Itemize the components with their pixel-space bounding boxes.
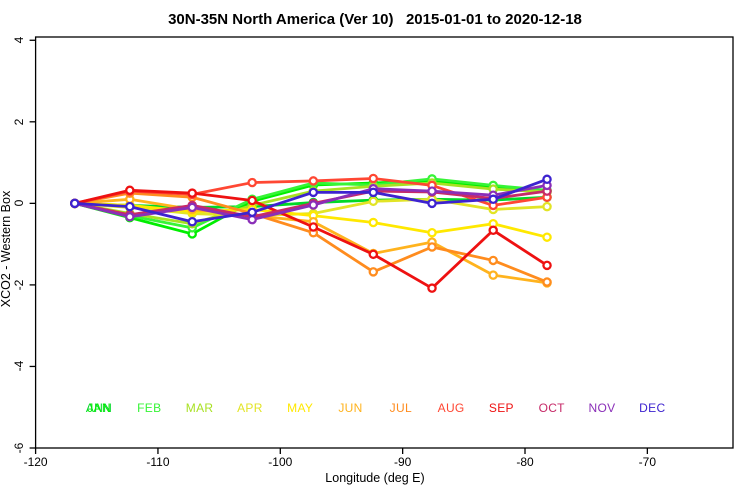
data-point-jul xyxy=(488,255,498,266)
y-tick-label: 0 xyxy=(12,200,26,207)
data-point-nov xyxy=(187,202,197,213)
data-point-sep xyxy=(247,195,257,206)
y-tick-label: -2 xyxy=(12,279,26,291)
y-tick-label: 4 xyxy=(12,36,26,44)
data-point-dec xyxy=(542,174,552,185)
y-tick-label: 2 xyxy=(12,118,26,126)
legend-item-oct: OCT xyxy=(538,401,565,415)
data-point-sep xyxy=(368,249,379,260)
data-point-may xyxy=(368,217,379,228)
y-tick-label: -4 xyxy=(12,361,26,372)
legend-item-aug: AUG xyxy=(437,401,465,415)
legend-item-nov: NOV xyxy=(588,401,616,415)
legend-item-jul: JUL xyxy=(389,401,412,415)
x-tick-label: -70 xyxy=(638,455,657,469)
plot-box xyxy=(34,36,734,449)
data-point-jul xyxy=(542,277,552,287)
data-point-dec xyxy=(125,201,135,212)
data-point-jun xyxy=(488,270,498,280)
x-tick-label: -120 xyxy=(23,455,48,469)
data-point-may xyxy=(427,227,437,238)
data-point-sep xyxy=(488,225,498,236)
data-point-dec xyxy=(427,198,437,209)
data-point-dec xyxy=(488,194,498,205)
data-point-sep xyxy=(187,188,197,198)
chart-title: 30N-35N North America (Ver 10) 2015-01-0… xyxy=(168,11,582,28)
data-point-apr xyxy=(368,196,379,207)
data-point-nov xyxy=(308,200,319,210)
legend-item-may: MAY xyxy=(287,401,314,415)
data-point-sep xyxy=(308,222,319,232)
data-point-nov xyxy=(247,214,257,225)
legend-item-mar: MAR xyxy=(185,401,214,415)
data-point-nov xyxy=(125,212,135,222)
data-point-dec xyxy=(247,207,257,218)
data-point-dec xyxy=(187,216,197,227)
legend-item-apr: APR xyxy=(237,401,263,415)
data-point-apr xyxy=(542,201,552,212)
data-point-dec xyxy=(368,187,379,198)
y-tick-label: -6 xyxy=(12,442,26,454)
legend-item-sep: SEP xyxy=(488,401,514,415)
legend-item-jan: JAN xyxy=(87,401,111,415)
data-point-aug xyxy=(247,177,257,188)
data-point-dec xyxy=(70,198,80,209)
data-point-aug xyxy=(368,173,379,184)
data-point-aug xyxy=(308,176,319,186)
x-axis-label: Longitude (deg E) xyxy=(325,471,425,485)
data-point-sep xyxy=(542,260,552,271)
x-tick-label: -80 xyxy=(516,455,534,469)
data-point-dec xyxy=(308,187,319,198)
data-point-sep xyxy=(125,185,135,196)
legend-item-ann: ANN xyxy=(85,401,113,415)
data-point-nov xyxy=(427,186,437,196)
data-point-sep xyxy=(427,283,437,293)
x-tick-label: -100 xyxy=(268,455,293,469)
data-point-jul xyxy=(368,267,379,277)
legend-item-dec: DEC xyxy=(639,401,666,415)
legend-item-feb: FEB xyxy=(137,401,162,415)
data-point-jul xyxy=(427,242,437,252)
x-tick-label: -110 xyxy=(146,455,170,469)
legend-item-jun: JUN xyxy=(338,401,363,415)
data-point-may xyxy=(542,232,552,242)
x-tick-label: -90 xyxy=(393,455,412,469)
